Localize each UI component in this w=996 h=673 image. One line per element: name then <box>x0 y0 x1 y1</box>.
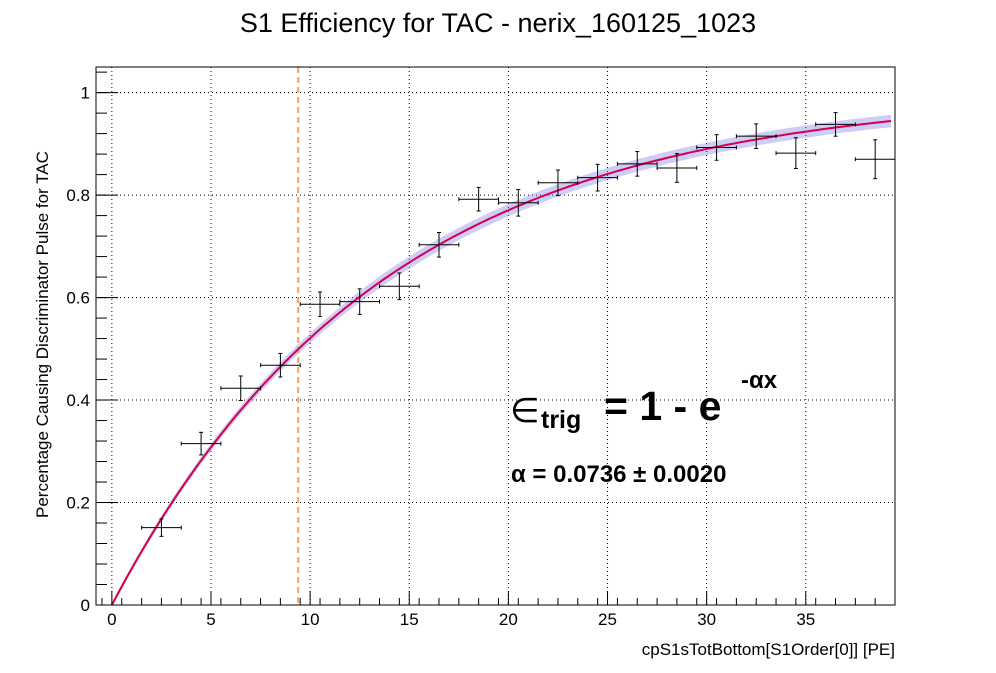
fit-confidence-band <box>114 114 892 602</box>
data-point <box>260 352 301 378</box>
data-point <box>577 163 618 192</box>
data-point <box>696 134 737 161</box>
data-point <box>735 123 777 149</box>
x-tick-label: 0 <box>107 610 116 629</box>
y-axis-label: Percentage Causing Discriminator Pulse f… <box>33 151 52 518</box>
y-tick-label: 0.2 <box>66 494 90 513</box>
fit-curve <box>111 120 892 606</box>
y-tick-label: 0.8 <box>66 186 90 205</box>
axis-ticks: 0 5 10 15 20 25 30 35 0 0.2 0.4 0.6 0.8 1 <box>66 71 896 629</box>
data-point <box>656 153 698 183</box>
data-point <box>379 272 420 301</box>
data-point <box>815 112 856 137</box>
x-axis-label: cpS1sTotBottom[S1Order[0]] [PE] <box>642 640 895 659</box>
x-tick-label: 10 <box>301 610 320 629</box>
x-tick-label: 5 <box>206 610 215 629</box>
epsilon-symbol: ∈ <box>510 392 540 430</box>
y-tick-label: 0.6 <box>66 289 90 308</box>
y-tick-label: 1 <box>81 84 90 103</box>
equation-annotation: ∈ trig = 1 - e -αx α = 0.0736 ± 0.0020 <box>510 367 778 488</box>
x-tick-label: 15 <box>400 610 419 629</box>
data-point <box>458 186 499 212</box>
equation-exponent: -αx <box>741 367 778 394</box>
data-point <box>775 137 817 169</box>
y-tick-label: 0.4 <box>66 391 90 410</box>
x-tick-label: 25 <box>598 610 617 629</box>
data-point <box>616 151 658 177</box>
data-point <box>180 431 222 456</box>
y-tick-label: 0 <box>81 596 90 615</box>
data-point <box>537 169 579 197</box>
fit-curve-group <box>111 120 892 606</box>
grid <box>96 67 895 606</box>
data-point <box>339 288 381 315</box>
x-tick-label: 30 <box>697 610 716 629</box>
data-point <box>854 139 896 180</box>
plot-frame <box>95 66 896 606</box>
data-point <box>497 188 539 217</box>
chart-title: S1 Efficiency for TAC - nerix_160125_102… <box>240 8 756 38</box>
data-points <box>141 112 896 537</box>
data-point <box>418 231 460 258</box>
equation-main: = 1 - e <box>604 383 721 429</box>
x-tick-label: 35 <box>796 610 815 629</box>
data-point <box>220 375 262 402</box>
x-tick-label: 20 <box>499 610 518 629</box>
alpha-value-label: α = 0.0736 ± 0.0020 <box>511 461 726 488</box>
fit-band-area <box>114 114 892 602</box>
equation-subscript: trig <box>541 406 581 434</box>
data-point <box>141 518 182 537</box>
